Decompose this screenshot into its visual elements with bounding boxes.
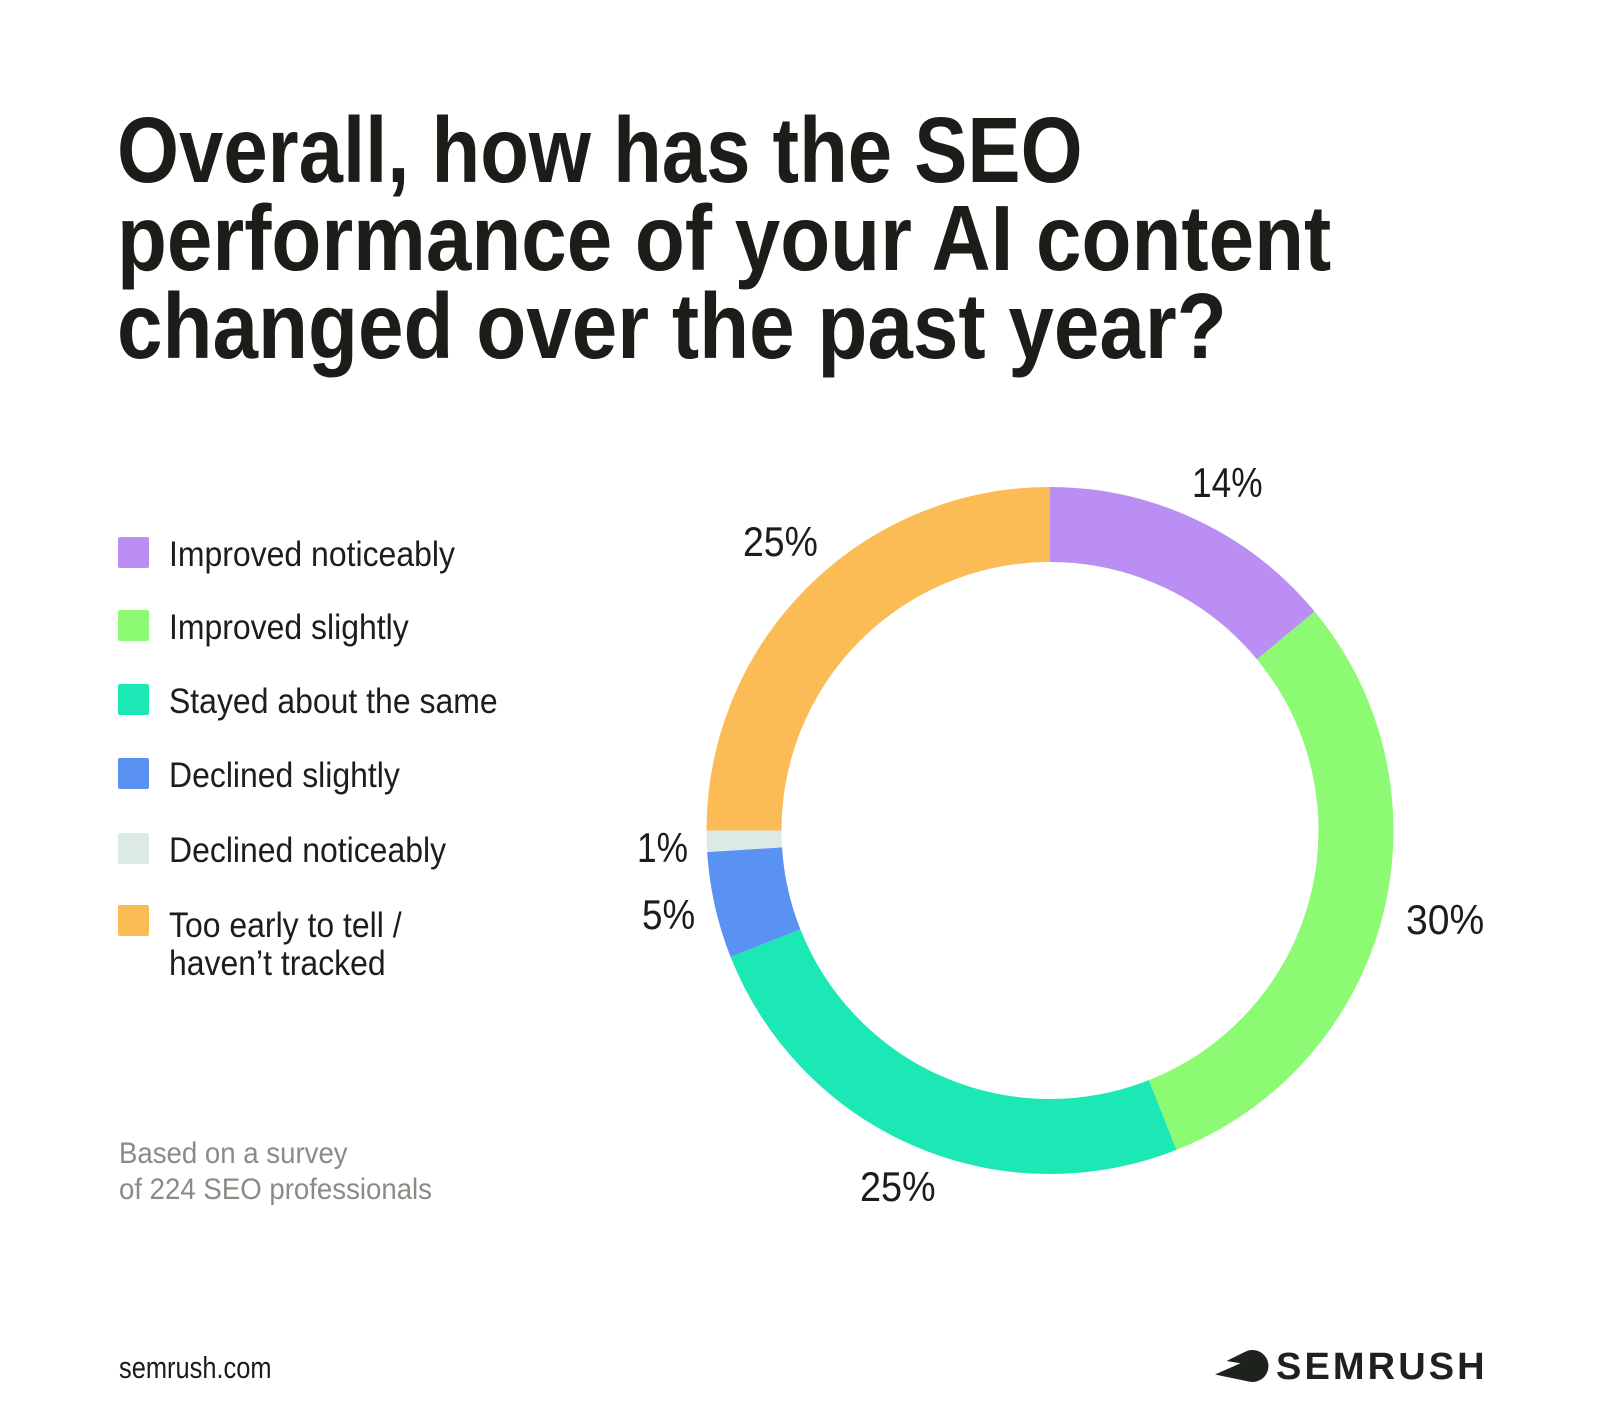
svg-text:SEMRUSH: SEMRUSH (1276, 1349, 1488, 1385)
